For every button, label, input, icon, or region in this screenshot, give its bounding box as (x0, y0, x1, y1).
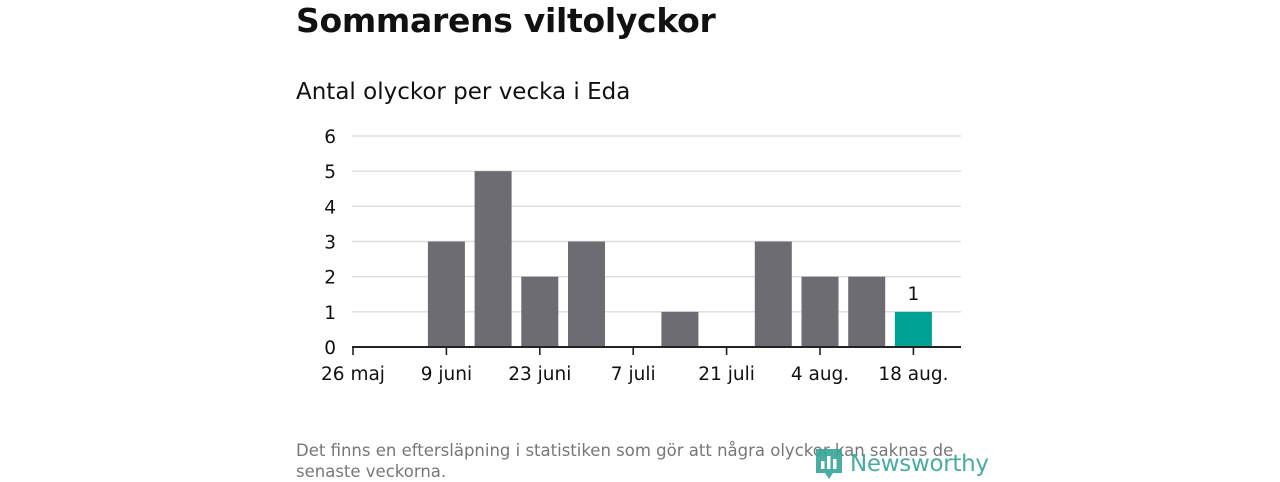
y-tick-label: 2 (324, 268, 336, 289)
y-tick-label: 6 (324, 127, 336, 148)
bar (894, 311, 932, 347)
newsworthy-bar-chart-icon (816, 449, 842, 479)
bar (754, 241, 792, 347)
x-tick-label: 21 juli (698, 364, 755, 385)
bar (427, 241, 465, 347)
chart-title: Sommarens viltolyckor (296, 1, 716, 40)
chart-subtitle: Antal olyckor per vecka i Eda (296, 79, 631, 105)
bar (801, 276, 839, 347)
bar (568, 241, 605, 347)
footnote: Det finns en eftersläpning i statistiken… (296, 441, 954, 481)
x-tick-label: 9 juni (421, 364, 472, 385)
x-tick-label: 18 aug. (878, 364, 948, 385)
x-tick-label: 26 maj (321, 364, 385, 385)
x-tick-label: 4 aug. (791, 364, 849, 385)
x-tick-label: 23 juni (508, 364, 571, 385)
bar (848, 276, 886, 347)
y-tick-label: 4 (324, 197, 336, 218)
y-tick-label: 1 (324, 303, 336, 324)
x-tick-label: 7 juli (611, 364, 656, 385)
y-tick-label: 5 (324, 162, 336, 183)
newsworthy-logo: Newsworthy (814, 446, 989, 482)
bar-chart: 0 1 2 3 4 5 6 1 26 maj 9 juni 23 juni 7 juli 21 juli… (321, 127, 961, 385)
y-tick-label: 0 (324, 338, 336, 359)
bar (474, 171, 512, 347)
bar (521, 276, 559, 347)
logo-text: Newsworthy (850, 451, 989, 477)
y-tick-label: 3 (324, 233, 336, 254)
bar (661, 311, 699, 347)
data-label: 1 (908, 284, 920, 305)
